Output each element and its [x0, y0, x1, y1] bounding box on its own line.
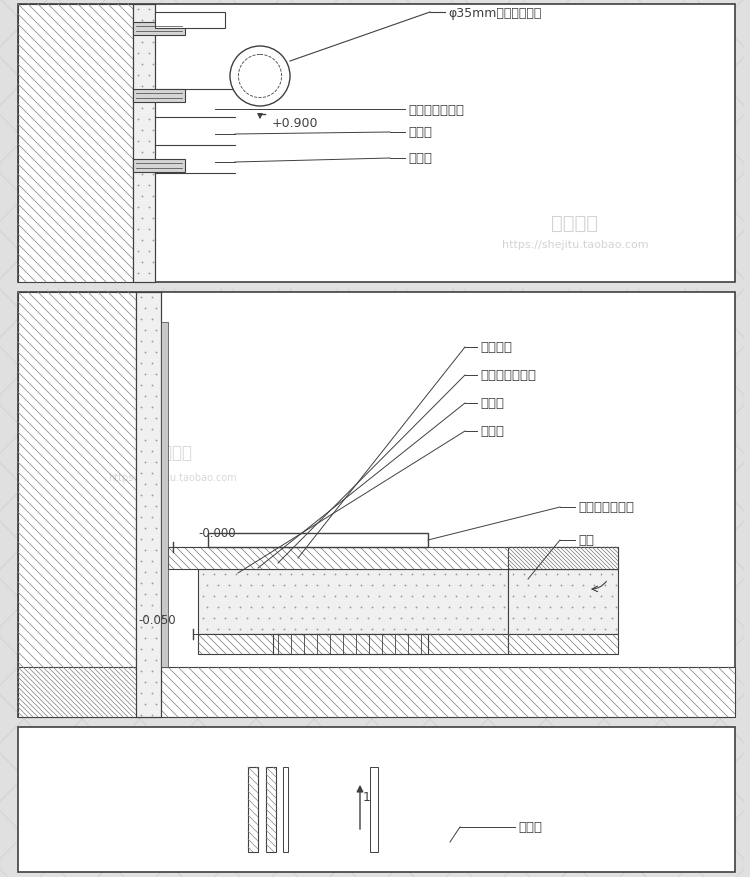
Bar — [133, 5, 155, 282]
Bar — [155, 13, 225, 29]
Text: -0.000: -0.000 — [198, 526, 236, 539]
Text: 找平层: 找平层 — [480, 425, 504, 438]
Text: 设计素材: 设计素材 — [551, 213, 598, 232]
Bar — [266, 767, 276, 852]
Text: 水泥砂浆粘接层: 水泥砂浆粘接层 — [480, 369, 536, 382]
Bar — [133, 5, 155, 282]
Bar — [18, 727, 735, 872]
Bar — [208, 533, 428, 547]
Text: 水泥砂浆粘结层: 水泥砂浆粘结层 — [408, 103, 464, 117]
Bar — [198, 634, 508, 654]
Bar — [18, 293, 735, 717]
Text: 石材饰面: 石材饰面 — [480, 341, 512, 354]
Bar — [248, 767, 258, 852]
Text: 防水层: 防水层 — [408, 126, 432, 139]
Bar — [508, 569, 618, 634]
Text: +0.900: +0.900 — [272, 117, 319, 130]
Bar — [508, 547, 618, 569]
Bar — [273, 634, 428, 654]
Bar — [168, 547, 618, 569]
Text: 门槛石: 门槛石 — [518, 821, 542, 833]
Text: https://shejitu.taobao.com: https://shejitu.taobao.com — [502, 239, 648, 250]
Text: 地漏: 地漏 — [578, 534, 594, 547]
Text: https://shejitu.taobao.com: https://shejitu.taobao.com — [108, 473, 237, 482]
Text: -0.050: -0.050 — [138, 613, 176, 626]
Bar — [136, 293, 161, 717]
Bar — [18, 5, 133, 282]
Bar — [18, 5, 735, 282]
Text: 可移动石材饰面: 可移动石材饰面 — [578, 501, 634, 514]
Bar — [133, 23, 185, 36]
Text: 防水层: 防水层 — [480, 397, 504, 410]
Bar — [18, 667, 735, 717]
Text: φ35mm成品不锈锆手: φ35mm成品不锈锆手 — [448, 6, 542, 19]
Bar — [508, 634, 618, 654]
Bar — [283, 767, 288, 852]
Bar — [198, 569, 508, 634]
Bar — [133, 90, 185, 103]
Bar — [370, 767, 378, 852]
Circle shape — [230, 47, 290, 107]
Text: 1: 1 — [363, 790, 370, 803]
Bar — [136, 293, 161, 717]
Text: 设计素材: 设计素材 — [152, 444, 192, 461]
Bar — [133, 160, 185, 173]
Text: 找平层: 找平层 — [408, 153, 432, 165]
Bar — [18, 293, 136, 717]
Bar — [161, 323, 168, 667]
